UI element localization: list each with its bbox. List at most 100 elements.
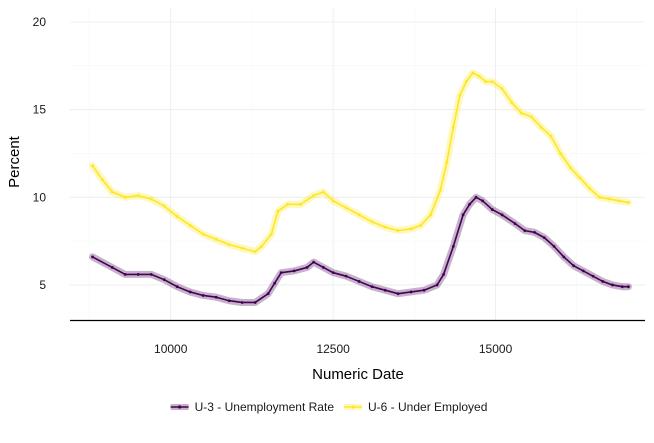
data-point <box>149 273 153 276</box>
series-1 <box>89 193 632 306</box>
data-point <box>270 232 273 236</box>
data-point <box>260 244 264 248</box>
data-point <box>344 274 348 278</box>
data-point <box>312 260 316 264</box>
data-point <box>620 285 624 289</box>
data-point <box>253 250 257 254</box>
data-point <box>562 255 566 259</box>
legend-label: U-6 - Under Employed <box>368 400 487 414</box>
data-point <box>607 197 611 201</box>
data-point <box>513 222 517 225</box>
y-tick-label: 5 <box>39 278 46 292</box>
data-point <box>484 80 488 84</box>
data-point <box>578 176 582 180</box>
data-point <box>214 295 218 299</box>
data-point <box>581 269 585 273</box>
data-point <box>510 101 514 105</box>
x-tick-label: 12500 <box>316 342 350 356</box>
data-point <box>520 111 523 115</box>
data-point <box>110 266 114 269</box>
data-point <box>136 273 140 276</box>
data-point <box>370 285 374 289</box>
major-gridlines <box>70 8 645 320</box>
data-point <box>276 209 280 213</box>
data-point <box>588 187 592 190</box>
x-tick-label: 10000 <box>154 342 188 356</box>
data-point <box>429 213 432 217</box>
data-point <box>273 281 277 285</box>
data-point <box>617 199 621 203</box>
data-point <box>533 230 536 234</box>
data-point <box>611 283 614 287</box>
data-point <box>357 280 361 283</box>
data-point <box>331 271 335 275</box>
data-point <box>422 288 426 292</box>
data-point <box>227 243 231 247</box>
legend-key-point <box>351 405 355 409</box>
data-point <box>442 273 445 276</box>
data-point <box>240 301 244 304</box>
data-point <box>419 223 423 227</box>
data-point <box>162 278 166 282</box>
data-point <box>253 301 257 304</box>
data-point <box>591 274 595 278</box>
data-point <box>175 285 179 289</box>
data-point <box>383 288 387 292</box>
data-point <box>529 115 533 119</box>
data-point <box>438 188 442 192</box>
data-point <box>188 290 192 294</box>
data-point <box>266 292 270 296</box>
data-point <box>445 160 449 164</box>
data-point <box>110 190 114 194</box>
data-point <box>627 201 630 204</box>
data-point <box>240 246 244 250</box>
data-point <box>559 152 562 155</box>
data-point <box>396 292 400 296</box>
data-point <box>321 190 325 194</box>
y-axis-title: Percent <box>6 135 23 188</box>
data-point <box>305 266 309 269</box>
data-point <box>101 178 104 182</box>
data-point <box>458 94 462 98</box>
data-point <box>123 195 127 199</box>
data-point <box>461 213 465 217</box>
data-point <box>549 134 553 138</box>
data-point <box>409 227 413 231</box>
series-2-points <box>91 71 630 254</box>
data-point <box>490 80 494 84</box>
data-point <box>474 195 478 199</box>
y-tick-label: 10 <box>33 190 47 204</box>
y-tick-labels: 5 10 15 20 <box>33 15 47 292</box>
data-point <box>451 244 455 248</box>
data-point <box>188 223 192 227</box>
data-point <box>370 220 374 224</box>
data-point <box>500 87 504 91</box>
series-1-line <box>92 196 629 304</box>
data-point <box>286 202 290 206</box>
legend-key-point <box>178 405 182 409</box>
data-point <box>175 215 179 218</box>
data-point <box>490 208 494 211</box>
data-point <box>627 285 630 289</box>
data-point <box>477 74 481 78</box>
data-point <box>464 80 468 84</box>
data-point <box>572 264 575 268</box>
data-point <box>201 232 205 236</box>
data-point <box>201 294 205 297</box>
data-point <box>162 204 166 208</box>
data-point <box>91 255 94 259</box>
data-point <box>149 197 153 201</box>
x-tick-labels: 10000 12500 15000 <box>154 342 513 356</box>
data-point <box>357 213 361 217</box>
data-point <box>598 195 601 199</box>
data-point <box>481 199 484 203</box>
data-point <box>451 125 455 129</box>
data-point <box>471 71 475 75</box>
data-point <box>552 244 556 248</box>
y-tick-label: 20 <box>33 15 47 29</box>
y-tick-label: 15 <box>33 103 47 117</box>
series-2 <box>89 69 632 256</box>
legend-label: U-3 - Unemployment Rate <box>195 400 335 414</box>
